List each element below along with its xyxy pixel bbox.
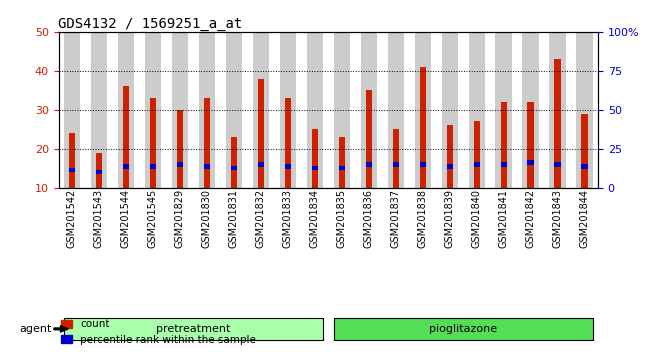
Bar bbox=[312, 129, 318, 188]
Bar bbox=[258, 79, 264, 188]
Bar bbox=[96, 153, 102, 188]
Bar bbox=[199, 32, 215, 188]
Bar bbox=[577, 32, 593, 188]
Text: pretreatment: pretreatment bbox=[156, 324, 231, 334]
Bar bbox=[523, 32, 539, 188]
Bar bbox=[495, 32, 512, 188]
Bar bbox=[145, 32, 161, 188]
Bar bbox=[307, 32, 323, 188]
Bar bbox=[361, 32, 377, 188]
Bar bbox=[447, 125, 452, 188]
Bar bbox=[96, 170, 102, 175]
Bar bbox=[333, 32, 350, 188]
Bar bbox=[118, 32, 134, 188]
Bar bbox=[177, 162, 183, 167]
Bar bbox=[177, 110, 183, 188]
Bar bbox=[582, 114, 588, 188]
Bar bbox=[204, 164, 210, 169]
Text: GDS4132 / 1569251_a_at: GDS4132 / 1569251_a_at bbox=[58, 17, 242, 31]
Bar bbox=[231, 137, 237, 188]
Bar bbox=[69, 168, 75, 172]
Bar bbox=[69, 133, 75, 188]
Legend: count, percentile rank within the sample: count, percentile rank within the sample bbox=[57, 315, 260, 349]
Bar bbox=[528, 160, 534, 165]
Bar bbox=[387, 32, 404, 188]
Bar bbox=[226, 32, 242, 188]
Bar bbox=[150, 164, 156, 169]
Bar bbox=[280, 32, 296, 188]
Bar bbox=[447, 164, 452, 169]
Bar bbox=[91, 32, 107, 188]
Bar bbox=[231, 166, 237, 171]
Bar bbox=[172, 32, 188, 188]
Text: pioglitazone: pioglitazone bbox=[429, 324, 497, 334]
Bar bbox=[582, 164, 588, 169]
Text: agent: agent bbox=[19, 324, 51, 334]
Bar bbox=[500, 102, 506, 188]
Bar bbox=[420, 162, 426, 167]
Bar bbox=[64, 32, 80, 188]
Bar bbox=[123, 86, 129, 188]
Bar bbox=[549, 32, 566, 188]
Bar bbox=[420, 67, 426, 188]
Bar bbox=[339, 166, 345, 171]
Bar bbox=[554, 59, 560, 188]
Bar bbox=[500, 162, 506, 167]
Bar bbox=[285, 98, 291, 188]
Bar bbox=[441, 32, 458, 188]
Bar bbox=[393, 129, 398, 188]
Bar bbox=[469, 32, 485, 188]
Bar bbox=[285, 164, 291, 169]
Bar bbox=[204, 98, 210, 188]
Bar bbox=[366, 90, 372, 188]
Bar bbox=[312, 166, 318, 171]
Bar bbox=[366, 162, 372, 167]
Bar bbox=[253, 32, 269, 188]
Bar bbox=[150, 98, 156, 188]
Bar bbox=[415, 32, 431, 188]
Bar bbox=[339, 137, 345, 188]
Bar bbox=[528, 102, 534, 188]
Bar bbox=[554, 162, 560, 167]
Bar bbox=[474, 121, 480, 188]
Bar bbox=[474, 162, 480, 167]
Bar bbox=[258, 162, 264, 167]
Bar bbox=[393, 162, 398, 167]
Bar bbox=[123, 164, 129, 169]
